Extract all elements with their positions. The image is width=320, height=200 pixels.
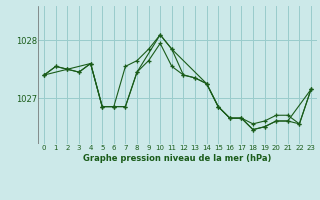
- X-axis label: Graphe pression niveau de la mer (hPa): Graphe pression niveau de la mer (hPa): [84, 154, 272, 163]
